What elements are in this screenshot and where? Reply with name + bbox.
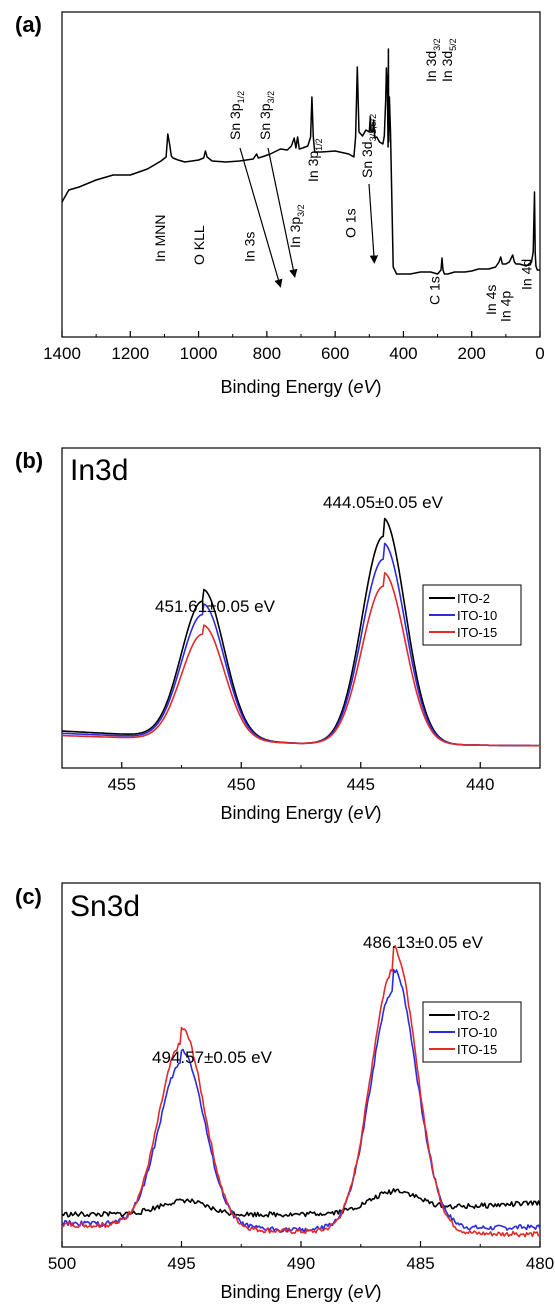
panel-a-annotation: In 3p3/2	[287, 204, 306, 248]
panel-a-xtick-label: 1000	[180, 344, 218, 363]
panel-c-xlabel: Binding Energy (eV)	[220, 1282, 381, 1302]
legend-entry: ITO-2	[457, 591, 490, 606]
panel-a-annotation: Sn 3p1/2	[227, 91, 246, 140]
legend-entry: ITO-10	[457, 608, 497, 623]
panel-a-annotation: In 3p1/2	[305, 138, 324, 182]
panel-a-annotation: In 4d	[519, 259, 535, 290]
panel-b-legend: ITO-2 ITO-10 ITO-15	[422, 584, 522, 646]
panel-a-xtick-label: 400	[389, 344, 417, 363]
panel-a-xtick-label: 1400	[43, 344, 81, 363]
panel-b-xtick-label: 450	[227, 775, 255, 794]
panel-b-peak-annotation: 444.05±0.05 eV	[323, 493, 444, 512]
panel-c-peak-annotation: 494.57±0.05 eV	[152, 1048, 273, 1067]
panel-a-annotation: O 1s	[342, 208, 358, 238]
panel-a-xlabel: Binding Energy (eV)	[220, 377, 381, 397]
panel-a-arrow	[267, 147, 298, 278]
panel-c-xtick-label: 500	[48, 1254, 76, 1273]
panel-b-xlabel: Binding Energy (eV)	[220, 803, 381, 823]
panel-a-label: (a)	[15, 12, 42, 37]
panel-c-xtick-label: 495	[167, 1254, 195, 1273]
legend-entry: ITO-2	[457, 1008, 490, 1023]
panel-a: (a) 1400 1200 1000 800 600 400 200 0 In MNN O KL…	[15, 11, 545, 397]
panel-a-arrow	[239, 147, 283, 288]
panel-b-title: In3d	[70, 454, 128, 487]
panel-c-series-ito-15	[61, 945, 541, 1238]
panel-a-annotation: Sn 3p3/2	[257, 91, 276, 140]
panel-b-label: (b)	[15, 448, 43, 473]
panel-c-xtick-label: 485	[406, 1254, 434, 1273]
panel-a-annotation: Sn 3d3/2,5/2	[359, 114, 378, 178]
legend-entry: ITO-10	[457, 1025, 497, 1040]
panel-a-xtick-label: 0	[535, 344, 544, 363]
panel-a-series-line	[61, 48, 540, 275]
panel-a-xtick-label: 800	[253, 344, 281, 363]
panel-c-xtick-label: 480	[526, 1254, 554, 1273]
panel-a-annotation: In MNN	[152, 215, 168, 262]
panel-b-xtick-label: 445	[347, 775, 375, 794]
panel-a-xtick-label: 200	[458, 344, 486, 363]
panel-a-arrow	[368, 183, 379, 264]
panel-a-annotation: In 4s	[483, 285, 499, 315]
panel-b-series-ito-15	[62, 572, 540, 747]
panel-c-label: (c)	[15, 884, 42, 909]
panel-a-annotation: In 3d5/2	[439, 38, 458, 82]
panel-a-annotation: In 3s	[242, 232, 258, 262]
panel-b-xtick-label: 455	[108, 775, 136, 794]
panel-c-series-ito-2	[61, 1188, 541, 1218]
panel-a-xtick-label: 1200	[111, 344, 149, 363]
panel-b: (b) In3d 455 450 445 440 451.61±0.05 eV 444.…	[15, 447, 541, 823]
panel-a-annotation: In 4p	[497, 291, 513, 322]
panel-a-xtick-label: 600	[321, 344, 349, 363]
panel-a-annotation: C 1s	[427, 276, 443, 305]
panel-b-peak-annotation: 451.61±0.05 eV	[155, 597, 276, 616]
panel-a-annotation: O KLL	[191, 225, 207, 265]
panel-c-legend: ITO-2 ITO-10 ITO-15	[422, 1001, 522, 1063]
panel-c-xtick-label: 490	[287, 1254, 315, 1273]
legend-entry: ITO-15	[457, 625, 497, 640]
panel-a-annotation: In 3d3/2	[423, 38, 442, 82]
panel-c: (c) Sn3d 500 495 490 485 480 494.57±0.05 eV 4…	[15, 882, 554, 1302]
panel-b-xtick-label: 440	[466, 775, 494, 794]
panel-c-title: Sn3d	[70, 890, 140, 923]
panel-c-peak-annotation: 486.13±0.05 eV	[363, 933, 484, 952]
legend-entry: ITO-15	[457, 1042, 497, 1057]
